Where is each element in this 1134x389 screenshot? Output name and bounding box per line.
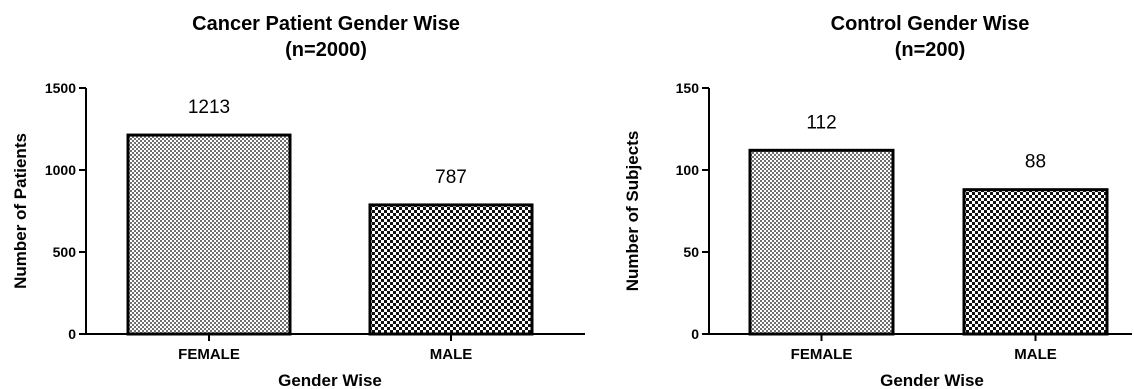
x-tick-label: MALE — [430, 346, 473, 363]
x-axis-label: Gender Wise — [880, 371, 984, 389]
chart-subtitle: (n=200) — [895, 39, 966, 61]
y-tick-label: 1000 — [45, 162, 76, 178]
x-tick-label: FEMALE — [791, 346, 853, 363]
chart-title: Cancer Patient Gender Wise — [192, 13, 460, 35]
data-label: 1213 — [188, 97, 230, 118]
data-label: 88 — [1025, 152, 1046, 173]
y-tick-label: 500 — [53, 244, 77, 260]
bar-female — [748, 148, 895, 336]
data-label: 112 — [806, 112, 836, 133]
bar-male — [962, 188, 1109, 336]
chart-panel-cancer: Cancer Patient Gender Wise (n=2000) Numb… — [11, 13, 585, 389]
y-tick-label: 0 — [68, 326, 76, 342]
plot-area: 112 FEMALE 88 MALE 0 50 100 150 — [676, 80, 1132, 363]
y-axis-label: Number of Patients — [11, 133, 30, 289]
x-tick-label: FEMALE — [178, 346, 240, 363]
y-tick-label: 100 — [676, 162, 700, 178]
y-tick-label: 50 — [683, 244, 699, 260]
y-tick-label: 0 — [691, 326, 699, 342]
data-label: 787 — [435, 167, 467, 188]
x-axis-label: Gender Wise — [278, 371, 382, 389]
plot-area: 1213 FEMALE 787 MALE 0 500 1000 1500 — [45, 80, 585, 363]
chart-subtitle: (n=2000) — [285, 39, 367, 61]
bar-male — [368, 203, 534, 336]
chart-panel-control: Control Gender Wise (n=200) Number of Su… — [623, 13, 1132, 389]
y-axis-label: Number of Subjects — [623, 131, 642, 292]
y-tick-label: 1500 — [45, 80, 76, 96]
chart-title: Control Gender Wise — [831, 13, 1030, 35]
y-tick-label: 150 — [676, 80, 700, 96]
x-tick-label: MALE — [1014, 346, 1057, 363]
bar-female — [126, 133, 292, 336]
